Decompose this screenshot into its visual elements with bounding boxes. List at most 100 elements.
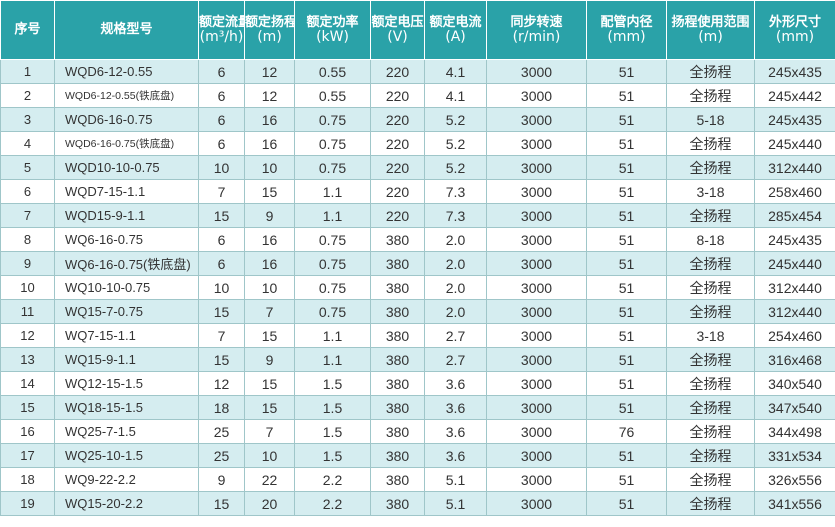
header-row: 序号 规格型号 额定流量(m³/h) 额定扬程(m) 额定功率(kW) 额定电压… <box>0 0 835 60</box>
table-row: 1 WQD6-12-0.55 6 12 0.55 220 4.1 3000 51 全扬程 245x4… <box>0 59 835 84</box>
header-speed: 同步转速 (r/min) <box>486 0 587 60</box>
cell-no: 4 <box>0 131 55 156</box>
cell-pipe: 51 <box>586 347 667 372</box>
cell-head: 10 <box>244 443 295 468</box>
cell-speed: 3000 <box>486 371 587 396</box>
table-body: 1 WQD6-12-0.55 6 12 0.55 220 4.1 3000 51 全扬程 245x4… <box>0 59 835 516</box>
cell-power: 0.75 <box>294 107 371 132</box>
cell-current: 4.1 <box>424 83 487 108</box>
cell-flow: 25 <box>198 419 245 444</box>
cell-current: 7.3 <box>424 203 487 228</box>
cell-flow: 12 <box>198 371 245 396</box>
cell-voltage: 380 <box>370 347 425 372</box>
cell-current: 7.3 <box>424 179 487 204</box>
cell-model: WQD6-12-0.55(铁底盘) <box>54 83 199 108</box>
cell-range: 全扬程 <box>666 347 755 372</box>
cell-model: WQ6-16-0.75 <box>54 227 199 252</box>
table-row: 11 WQ15-7-0.75 15 7 0.75 380 2.0 3000 51 全扬程 312x4… <box>0 299 835 324</box>
cell-pipe: 51 <box>586 323 667 348</box>
cell-power: 0.75 <box>294 275 371 300</box>
cell-speed: 3000 <box>486 347 587 372</box>
cell-voltage: 380 <box>370 299 425 324</box>
header-voltage: 额定电压 (V) <box>370 0 425 60</box>
cell-size: 312x440 <box>754 299 835 324</box>
cell-flow: 6 <box>198 59 245 84</box>
cell-voltage: 220 <box>370 107 425 132</box>
cell-voltage: 220 <box>370 59 425 84</box>
table-row: 14 WQ12-15-1.5 12 15 1.5 380 3.6 3000 51 全扬程 340x5… <box>0 371 835 396</box>
cell-size: 316x468 <box>754 347 835 372</box>
cell-flow: 7 <box>198 179 245 204</box>
header-no: 序号 <box>0 0 55 60</box>
cell-pipe: 51 <box>586 203 667 228</box>
cell-no: 13 <box>0 347 55 372</box>
cell-power: 1.1 <box>294 323 371 348</box>
cell-voltage: 380 <box>370 251 425 276</box>
cell-flow: 15 <box>198 299 245 324</box>
table-row: 16 WQ25-7-1.5 25 7 1.5 380 3.6 3000 76 全扬程 344x498 <box>0 419 835 444</box>
cell-flow: 7 <box>198 323 245 348</box>
cell-voltage: 380 <box>370 227 425 252</box>
cell-size: 254x460 <box>754 323 835 348</box>
cell-pipe: 51 <box>586 299 667 324</box>
cell-current: 2.0 <box>424 275 487 300</box>
table-row: 7 WQD15-9-1.1 15 9 1.1 220 7.3 3000 51 全扬程 285x454 <box>0 203 835 228</box>
cell-model: WQ6-16-0.75(铁底盘) <box>54 251 199 276</box>
cell-range: 3-18 <box>666 179 755 204</box>
cell-power: 1.5 <box>294 371 371 396</box>
cell-current: 3.6 <box>424 371 487 396</box>
header-power: 额定功率 (kW) <box>294 0 371 60</box>
cell-pipe: 51 <box>586 275 667 300</box>
cell-current: 5.1 <box>424 467 487 492</box>
table-row: 18 WQ9-22-2.2 9 22 2.2 380 5.1 3000 51 全扬程 326x556 <box>0 467 835 492</box>
cell-model: WQ10-10-0.75 <box>54 275 199 300</box>
cell-speed: 3000 <box>486 395 587 420</box>
cell-voltage: 220 <box>370 179 425 204</box>
cell-no: 1 <box>0 59 55 84</box>
cell-flow: 6 <box>198 227 245 252</box>
cell-head: 22 <box>244 467 295 492</box>
header-range: 扬程使用范围 (m) <box>666 0 755 60</box>
cell-power: 0.75 <box>294 251 371 276</box>
cell-size: 258x460 <box>754 179 835 204</box>
table-header: 序号 规格型号 额定流量(m³/h) 额定扬程(m) 额定功率(kW) 额定电压… <box>0 0 835 60</box>
cell-head: 12 <box>244 83 295 108</box>
cell-size: 340x540 <box>754 371 835 396</box>
cell-model: WQ7-15-1.1 <box>54 323 199 348</box>
cell-size: 245x440 <box>754 251 835 276</box>
table-row: 6 WQD7-15-1.1 7 15 1.1 220 7.3 3000 51 3-18 258x46… <box>0 179 835 204</box>
cell-no: 19 <box>0 491 55 516</box>
cell-flow: 10 <box>198 155 245 180</box>
cell-model: WQD10-10-0.75 <box>54 155 199 180</box>
header-head: 额定扬程 (m) <box>244 0 295 60</box>
cell-pipe: 51 <box>586 59 667 84</box>
cell-range: 5-18 <box>666 107 755 132</box>
cell-flow: 18 <box>198 395 245 420</box>
cell-size: 344x498 <box>754 419 835 444</box>
cell-power: 1.5 <box>294 419 371 444</box>
header-current: 额定电流 (A) <box>424 0 487 60</box>
table-row: 17 WQ25-10-1.5 25 10 1.5 380 3.6 3000 51 全扬程 331x5… <box>0 443 835 468</box>
cell-size: 245x435 <box>754 227 835 252</box>
cell-size: 245x440 <box>754 131 835 156</box>
cell-head: 20 <box>244 491 295 516</box>
cell-speed: 3000 <box>486 227 587 252</box>
table-row: 4 WQD6-16-0.75(铁底盘) 6 16 0.75 220 5.2 3000 51 全扬程… <box>0 131 835 156</box>
cell-speed: 3000 <box>486 299 587 324</box>
cell-head: 9 <box>244 203 295 228</box>
cell-model: WQ25-7-1.5 <box>54 419 199 444</box>
cell-no: 7 <box>0 203 55 228</box>
table-row: 2 WQD6-12-0.55(铁底盘) 6 12 0.55 220 4.1 3000 51 全扬程… <box>0 83 835 108</box>
cell-model: WQ15-20-2.2 <box>54 491 199 516</box>
cell-head: 16 <box>244 131 295 156</box>
cell-voltage: 380 <box>370 395 425 420</box>
cell-pipe: 51 <box>586 155 667 180</box>
cell-pipe: 51 <box>586 251 667 276</box>
cell-power: 1.1 <box>294 179 371 204</box>
cell-range: 全扬程 <box>666 155 755 180</box>
cell-head: 10 <box>244 155 295 180</box>
cell-current: 3.6 <box>424 419 487 444</box>
table-row: 9 WQ6-16-0.75(铁底盘) 6 16 0.75 380 2.0 3000 51 全扬程 2… <box>0 251 835 276</box>
cell-pipe: 51 <box>586 131 667 156</box>
cell-size: 341x556 <box>754 491 835 516</box>
